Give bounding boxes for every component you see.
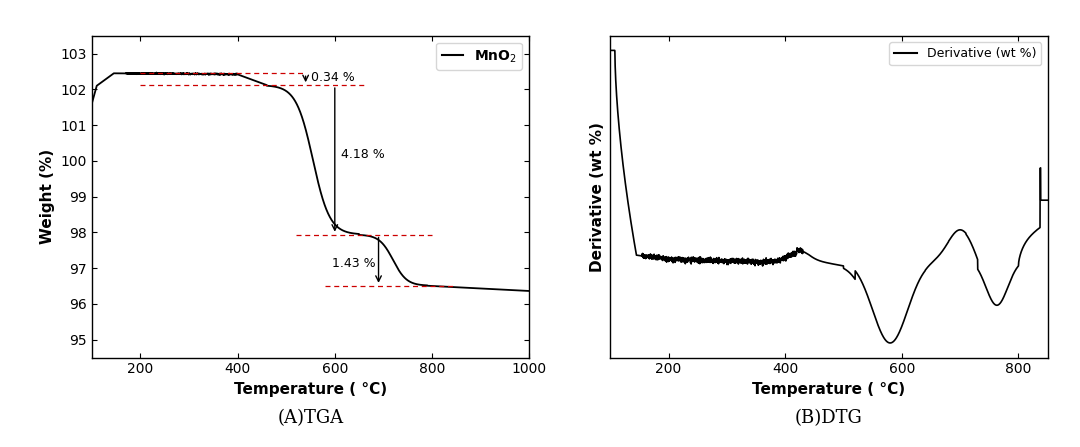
Legend: Derivative (wt %): Derivative (wt %) (889, 42, 1041, 65)
Text: 1.43 %: 1.43 % (333, 257, 376, 270)
Legend: MnO$_2$: MnO$_2$ (436, 43, 523, 70)
Y-axis label: Derivative (wt %): Derivative (wt %) (590, 122, 605, 272)
Text: (B)DTG: (B)DTG (795, 409, 863, 427)
Text: 0.34 %: 0.34 % (311, 71, 355, 84)
X-axis label: Temperature ( °C): Temperature ( °C) (234, 382, 387, 397)
X-axis label: Temperature ( °C): Temperature ( °C) (753, 382, 905, 397)
Text: 4.18 %: 4.18 % (340, 148, 384, 161)
Text: (A)TGA: (A)TGA (278, 409, 343, 427)
Y-axis label: Weight (%): Weight (%) (40, 149, 55, 244)
